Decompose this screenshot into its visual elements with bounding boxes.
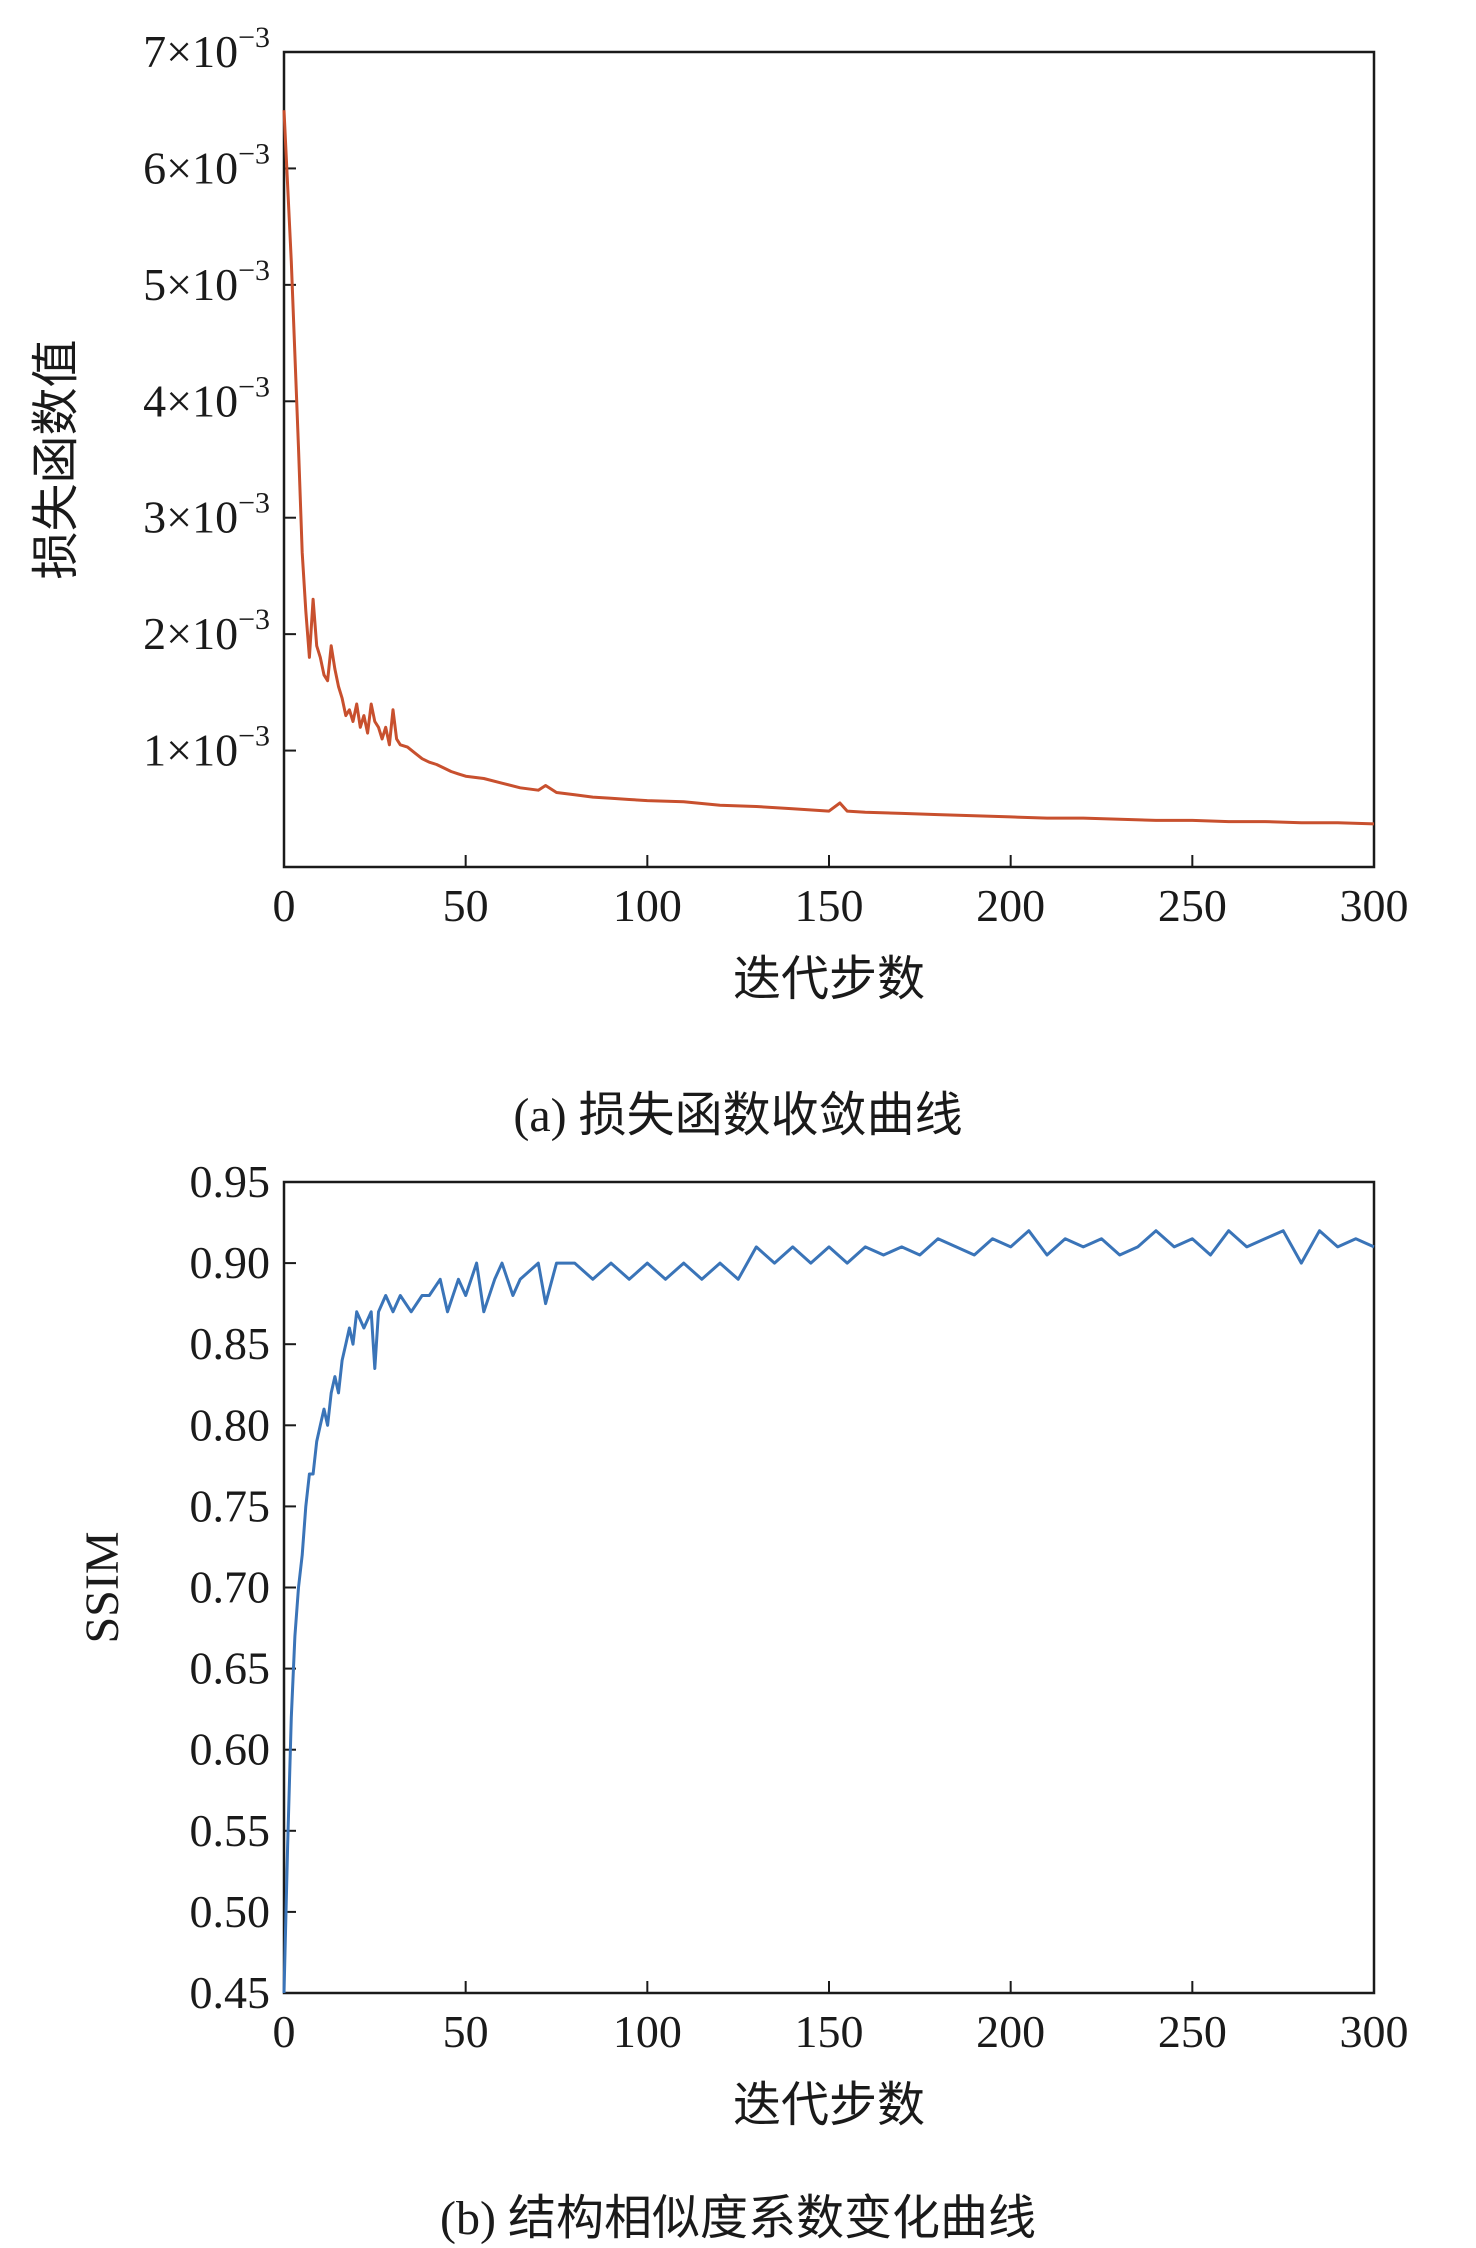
y-tick-label: 0.55: [190, 1805, 271, 1856]
loss-chart: 0 50 100 150 200 250 3001×10−32×10−33×10−34×10…: [30, 21, 1409, 1006]
y-tick-mantissa: 3×10: [143, 492, 238, 543]
y-tick-mantissa: 1×10: [143, 725, 238, 776]
y-tick-label: 1×10−3: [143, 720, 270, 776]
y-tick-exponent: −3: [238, 603, 270, 636]
y-tick-label: 0.45: [190, 1967, 271, 2018]
x-axis-label: 迭代步数: [733, 953, 925, 1006]
y-tick-mantissa: 2×10: [143, 608, 238, 659]
x-tick-label: 200: [976, 880, 1045, 931]
y-tick-mantissa: 4×10: [143, 375, 238, 426]
y-tick-label: 5×10−3: [143, 254, 270, 310]
x-axis-label: 迭代步数: [733, 2079, 925, 2132]
series-line: [282, 1229, 1375, 1994]
y-axis-label: SSIM: [76, 1531, 129, 1643]
x-tick-label: 300: [1340, 2006, 1409, 2057]
y-tick-label: 0.75: [190, 1480, 271, 1531]
ssim-chart-caption: (b) 结构相似度系数变化曲线: [440, 2192, 1036, 2245]
y-tick-exponent: −3: [238, 370, 270, 403]
x-tick-label: 250: [1158, 880, 1227, 931]
y-axis-label: 损失函数值: [30, 339, 83, 579]
x-tick-label: 150: [795, 880, 864, 931]
x-tick-label: 200: [976, 2006, 1045, 2057]
y-tick-exponent: −3: [238, 487, 270, 520]
x-tick-label: 50: [443, 880, 489, 931]
y-tick-label: 6×10−3: [143, 137, 270, 193]
y-tick-label: 0.90: [190, 1237, 271, 1288]
loss-chart-caption: (a) 损失函数收敛曲线: [513, 1089, 963, 1142]
y-tick-label: 3×10−3: [143, 487, 270, 543]
y-tick-exponent: −3: [238, 21, 270, 54]
y-tick-label: 0.85: [190, 1318, 271, 1369]
y-tick-label: 0.65: [190, 1643, 271, 1694]
x-tick-label: 300: [1340, 880, 1409, 931]
y-tick-label: 0.50: [190, 1886, 271, 1937]
y-tick-label: 0.95: [190, 1156, 271, 1207]
y-tick-exponent: −3: [238, 137, 270, 170]
ssim-chart-panel: 0 50 100 150 200 250 300 0.45 0.50 0.55 0.60 0.65 0.…: [0, 1130, 1476, 2245]
y-tick-exponent: −3: [238, 720, 270, 753]
y-tick-mantissa: 7×10: [143, 26, 238, 77]
ssim-chart: 0 50 100 150 200 250 300 0.45 0.50 0.55 0.60 0.65 0.…: [76, 1156, 1409, 2132]
y-tick-mantissa: 6×10: [143, 142, 238, 193]
plot-frame: [282, 1180, 1376, 1995]
y-tick-label: 2×10−3: [143, 603, 270, 659]
y-tick-label: 0.70: [190, 1562, 271, 1613]
x-tick-label: 250: [1158, 2006, 1227, 2057]
x-tick-label: 150: [795, 2006, 864, 2057]
series-line: [282, 110, 1375, 826]
plot-frame: [282, 50, 1376, 869]
y-tick-label: 0.60: [190, 1724, 271, 1775]
y-tick-exponent: −3: [238, 254, 270, 287]
x-tick-label: 50: [443, 2006, 489, 2057]
loss-chart-panel: 0 50 100 150 200 250 300 1×10−3 2×10−3 3×10−3 4×10…: [30, 21, 1409, 1142]
x-tick-label: 0: [273, 880, 296, 931]
y-tick-mantissa: 5×10: [143, 259, 238, 310]
x-tick-label: 100: [613, 2006, 682, 2057]
x-tick-label: 0: [273, 2006, 296, 2057]
y-tick-label: 4×10−3: [143, 370, 270, 426]
x-tick-label: 100: [613, 880, 682, 931]
y-tick-label: 7×10−3: [143, 21, 270, 77]
y-tick-label: 0.80: [190, 1399, 271, 1450]
